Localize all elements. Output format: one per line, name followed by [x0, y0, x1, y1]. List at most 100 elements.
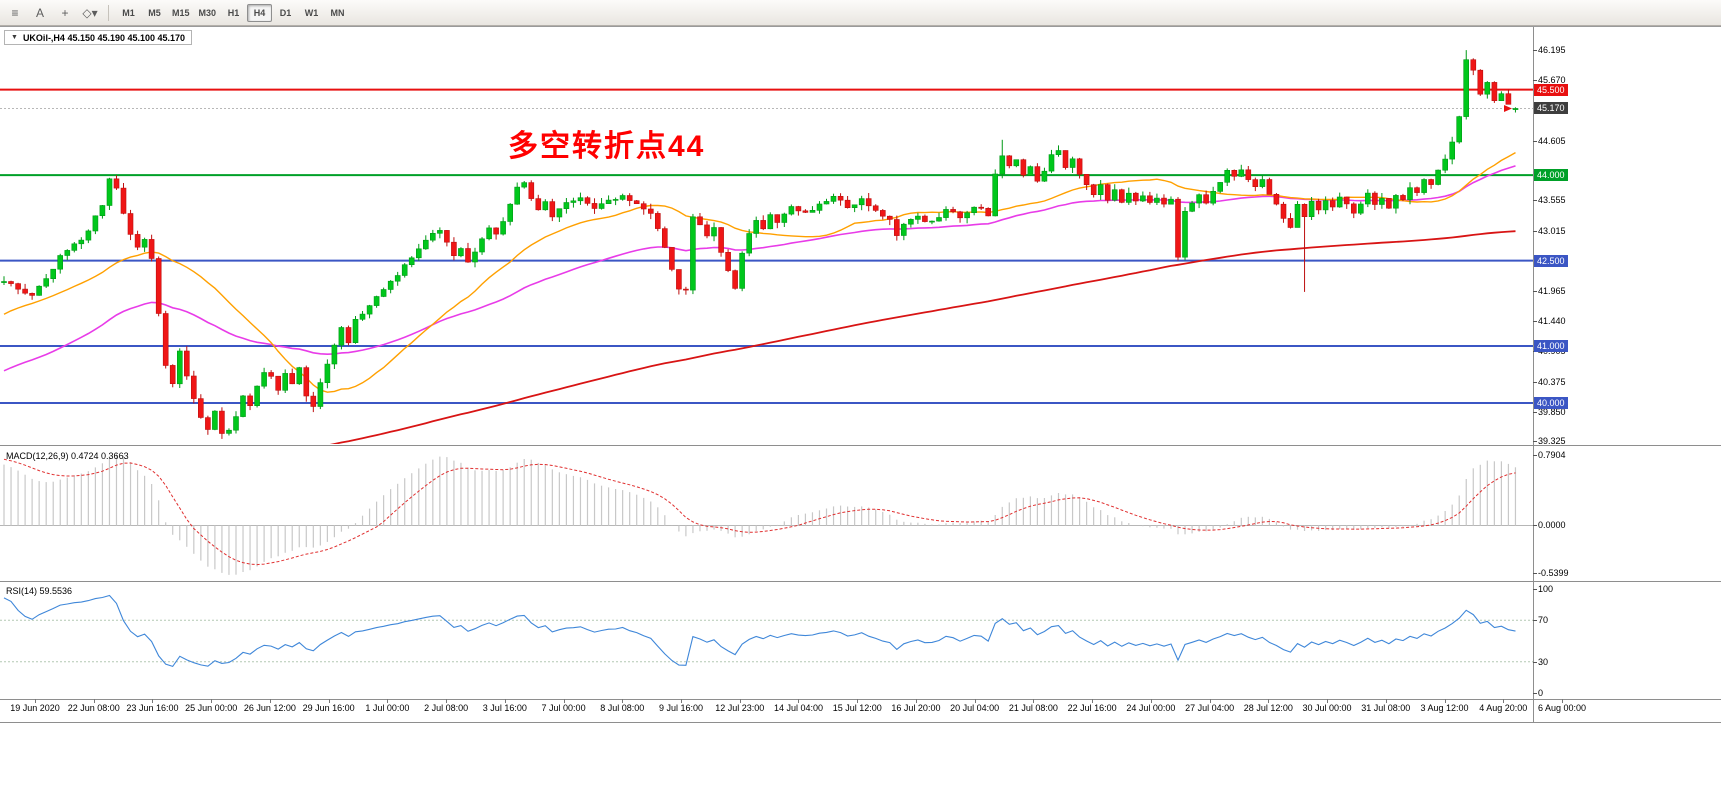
macd-tick-label: 0.7904: [1538, 450, 1566, 460]
candle-body: [795, 206, 802, 212]
chart-annotation[interactable]: 多空转折点44: [508, 130, 706, 163]
time-tick: [446, 699, 448, 703]
candle-body: [465, 248, 471, 263]
candle-body: [212, 410, 218, 430]
candle-body: [999, 155, 1006, 175]
candle-body: [872, 205, 879, 211]
candle-body: [1308, 200, 1315, 217]
candle-body: [746, 233, 753, 254]
price-tick: [1533, 291, 1537, 293]
shapes-tool-icon[interactable]: ◇▾: [82, 5, 98, 20]
candle-body: [338, 327, 345, 346]
toolbar-separator: [108, 4, 109, 21]
time-label: 7 Jul 00:00: [541, 703, 586, 713]
timeframe-m30[interactable]: M30: [198, 7, 217, 18]
candle-body: [985, 208, 992, 217]
chart-title: UKOil-,H4 45.150 45.190 45.100 45.170: [22, 32, 186, 43]
chart-title-box[interactable]: ▼ UKOil-,H4 45.150 45.190 45.100 45.170: [4, 30, 193, 45]
candle-body: [633, 200, 640, 204]
macd-indicator-panel[interactable]: [0, 453, 1533, 575]
candle-body: [774, 214, 781, 223]
time-label: 2 Jul 08:00: [424, 703, 469, 713]
macd-tick-label: -0.5399: [1538, 568, 1569, 578]
candle-body: [92, 215, 99, 232]
time-label: 9 Jul 16:00: [658, 703, 704, 713]
panel-splitter-rsi[interactable]: [0, 581, 1721, 582]
timeframe-h1[interactable]: H1: [227, 7, 240, 18]
main-price-panel[interactable]: [0, 50, 1533, 521]
text-tool-icon[interactable]: A: [35, 5, 44, 20]
candle-body: [1245, 169, 1252, 180]
candle-body: [289, 373, 296, 385]
price-tick-label: 39.325: [1538, 436, 1566, 447]
candle-body: [570, 200, 577, 203]
resistance-line-badge: 45.500: [1534, 83, 1568, 96]
candle-body: [310, 395, 317, 407]
chart-window[interactable]: ▼ UKOil-,H4 45.150 45.190 45.100 45.170 …: [0, 26, 1721, 723]
candle-body: [422, 239, 429, 250]
timeframe-d1[interactable]: D1: [279, 7, 292, 18]
candle-body: [507, 203, 514, 222]
candle-body: [1062, 150, 1069, 168]
candle-body: [1126, 192, 1132, 203]
time-tick: [211, 699, 213, 703]
time-tick: [1385, 699, 1387, 703]
candle-body: [542, 201, 549, 211]
timeframe-m5[interactable]: M5: [148, 7, 161, 18]
candle-body: [1217, 182, 1223, 192]
time-label: 21 Jul 08:00: [1008, 703, 1058, 713]
rsi-label: RSI(14) 59.5536: [6, 586, 73, 596]
candle-body: [1449, 141, 1455, 160]
candle-body: [141, 239, 148, 248]
macd-signal-line: [3, 458, 1516, 566]
price-tick-label: 45.670: [1538, 74, 1566, 85]
time-label: 1 Jul 00:00: [365, 703, 410, 713]
time-tick: [1033, 699, 1035, 703]
candle-body: [191, 375, 197, 399]
candle-body: [1315, 200, 1322, 211]
price-tick-label: 46.195: [1538, 45, 1566, 56]
candle-body: [563, 202, 570, 209]
time-label: 4 Aug 20:00: [1479, 703, 1528, 713]
timeframe-h4[interactable]: H4: [247, 3, 273, 22]
timeframe-m1[interactable]: M1: [122, 7, 135, 18]
fast-ma-line: [3, 151, 1516, 393]
candle-body: [1252, 179, 1259, 188]
slow-ma-line: [329, 230, 1516, 444]
candle-body: [865, 198, 872, 207]
time-tick: [1268, 699, 1270, 703]
candle-body: [781, 213, 788, 223]
crosshair-tool-icon[interactable]: +: [61, 5, 69, 20]
candle-body: [1189, 202, 1195, 212]
time-label: 27 Jul 04:00: [1185, 703, 1235, 713]
candle-body: [380, 289, 387, 297]
rsi-tick-label: 30: [1538, 656, 1549, 667]
candle-body: [1097, 184, 1104, 196]
time-label: 22 Jun 08:00: [67, 703, 120, 713]
chart-canvas[interactable]: [0, 27, 1721, 723]
rsi-indicator-panel[interactable]: [0, 594, 1533, 668]
candle-body: [683, 288, 689, 291]
price-pointer-icon: [1504, 104, 1512, 112]
price-tick: [1533, 140, 1537, 142]
panel-splitter-macd[interactable]: [0, 445, 1721, 446]
candle-body: [1266, 179, 1273, 195]
price-tick-label: 40.375: [1538, 376, 1566, 387]
timeframe-w1[interactable]: W1: [304, 7, 319, 18]
candle-body: [85, 230, 92, 241]
candle-body: [1154, 197, 1160, 203]
time-tick: [563, 699, 565, 703]
candle-body: [640, 203, 647, 210]
macd-tick: [1533, 455, 1537, 456]
candle-body: [1442, 158, 1448, 171]
candle-body: [577, 197, 584, 202]
chart-list-icon[interactable]: ≡: [11, 5, 19, 20]
candle-body: [612, 199, 619, 201]
candle-body: [915, 215, 921, 220]
collapse-arrow-icon[interactable]: ▼: [11, 34, 18, 41]
timeframe-mn[interactable]: MN: [330, 7, 345, 18]
candle-body: [219, 410, 225, 434]
candle-body: [1006, 155, 1013, 167]
timeframe-m15[interactable]: M15: [172, 7, 190, 18]
macd-tick: [1533, 573, 1537, 574]
